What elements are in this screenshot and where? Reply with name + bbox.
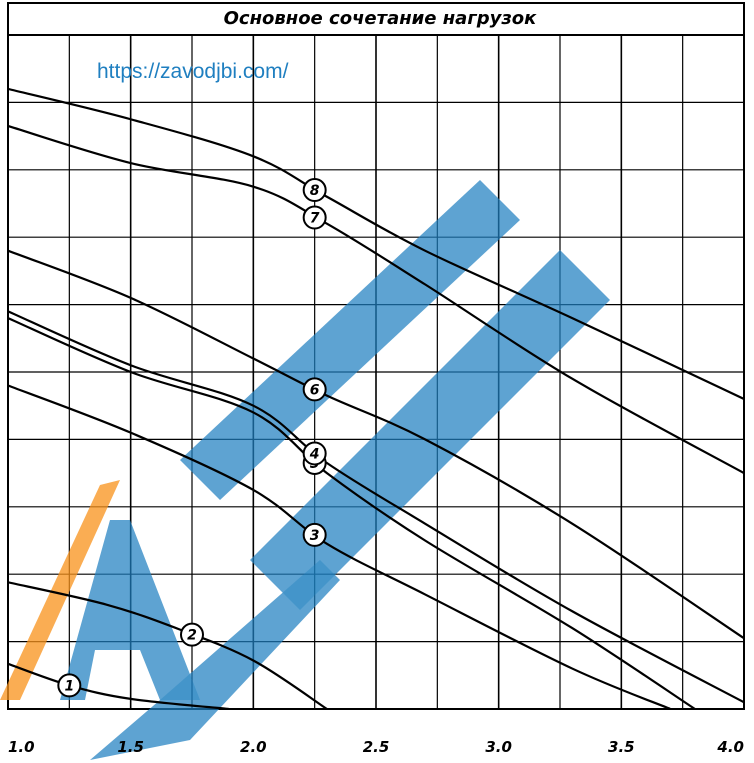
series-line-3 <box>8 384 671 709</box>
svg-text:3: 3 <box>310 528 320 544</box>
svg-text:8: 8 <box>310 183 320 199</box>
x-tick-label: 3.5 <box>608 738 635 756</box>
series-line-4 <box>8 310 744 704</box>
series-line-7 <box>8 124 744 475</box>
series-label-6: 6 <box>302 377 327 402</box>
series-lines <box>8 87 744 709</box>
series-line-5 <box>8 317 696 709</box>
series-label-2: 2 <box>180 622 204 647</box>
x-tick-label: 3.0 <box>485 738 512 756</box>
series-line-2 <box>8 581 328 709</box>
svg-text:2: 2 <box>187 628 197 644</box>
series-line-1 <box>8 662 229 709</box>
series-label-3: 3 <box>302 522 327 547</box>
series-line-8 <box>8 87 744 400</box>
x-tick-label: 2.0 <box>240 738 267 756</box>
series-label-8: 8 <box>302 178 327 203</box>
x-tick-labels: 1.0 1.5 2.0 2.5 3.0 3.5 4.0 <box>8 738 744 756</box>
series-label-7: 7 <box>302 205 327 230</box>
chart-title: Основное сочетание нагрузок <box>224 8 538 29</box>
svg-text:6: 6 <box>310 382 320 398</box>
x-tick-label: 1.0 <box>8 738 35 756</box>
x-tick-label: 2.5 <box>363 738 390 756</box>
watermark-url: https://zavodjbi.com/ <box>97 60 289 83</box>
svg-text:4: 4 <box>309 446 320 462</box>
x-tick-label: 1.5 <box>117 738 144 756</box>
series-label-1: 1 <box>57 673 82 698</box>
series-markers: 12354678 <box>57 178 327 698</box>
svg-text:1: 1 <box>64 678 74 694</box>
x-tick-label: 4.0 <box>716 738 744 756</box>
series-line-6 <box>8 249 744 640</box>
svg-text:7: 7 <box>310 211 320 227</box>
series-label-4: 4 <box>302 441 327 466</box>
